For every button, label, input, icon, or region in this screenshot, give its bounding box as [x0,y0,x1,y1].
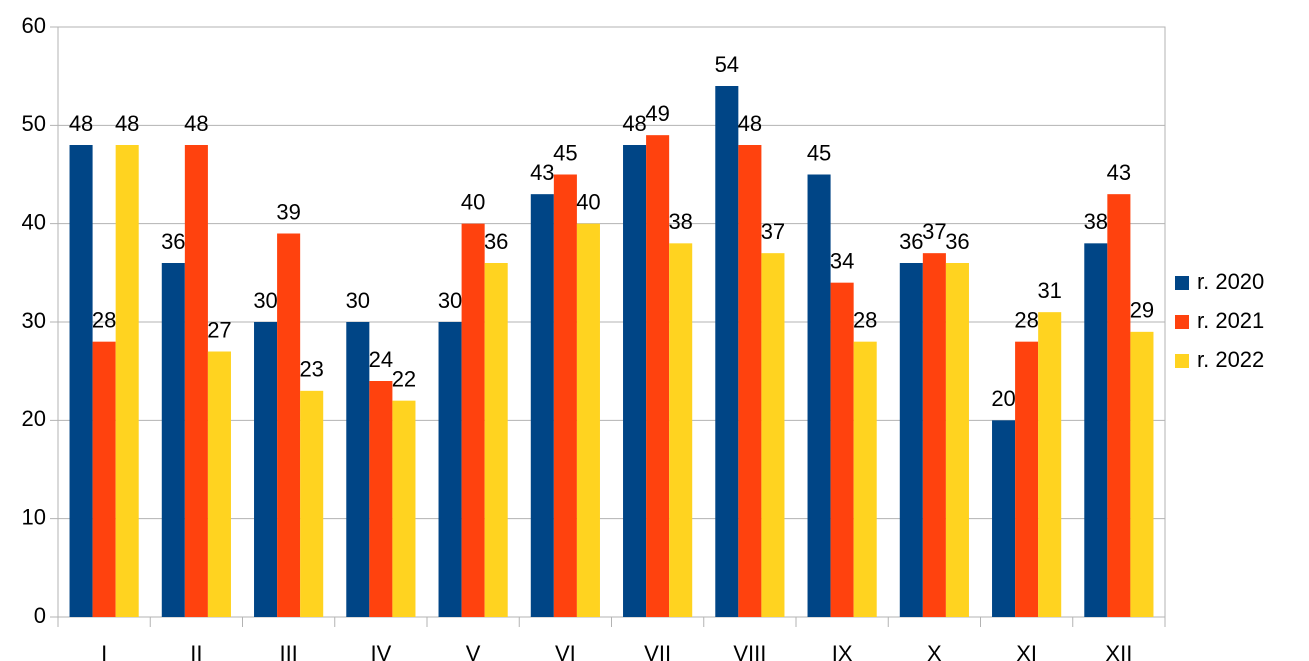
data-label: 38 [1084,209,1108,234]
data-label: 28 [853,307,877,332]
data-label: 29 [1130,298,1154,323]
data-label: 48 [115,111,139,136]
bar [853,341,877,617]
data-label: 38 [668,209,692,234]
bar [922,253,946,617]
bar [369,381,393,617]
x-tick-label: I [101,641,107,661]
data-label: 30 [253,288,277,313]
data-label: 36 [161,229,185,254]
bar [461,223,485,617]
x-tick-label: II [190,641,202,661]
x-tick-label: VIII [733,641,766,661]
x-tick-label: XII [1105,641,1132,661]
bar [715,86,739,617]
bar [1107,194,1131,617]
bar [300,390,324,617]
data-label: 54 [715,52,739,77]
x-tick-label: III [279,641,297,661]
bar [161,263,185,617]
data-label: 45 [807,140,831,165]
bar [115,145,139,617]
y-tick-label: 60 [22,13,46,38]
data-label: 23 [299,357,323,382]
bar [992,420,1016,617]
bar [184,145,208,617]
bar [899,263,923,617]
bar [738,145,762,617]
data-label: 48 [738,111,762,136]
bar [623,145,647,617]
data-label: 48 [184,111,208,136]
bar [346,322,370,617]
bar [254,322,278,617]
y-tick-label: 40 [22,209,46,234]
x-tick-label: IV [370,641,391,661]
data-label: 30 [438,288,462,313]
legend-label: r. 2020 [1197,269,1264,294]
data-label: 20 [991,386,1015,411]
data-label: 36 [899,229,923,254]
bar [669,243,693,618]
legend-label: r. 2021 [1197,308,1264,333]
x-tick-label: VII [644,641,671,661]
x-tick-label: XI [1016,641,1037,661]
bar [807,174,831,617]
legend-label: r. 2022 [1197,347,1264,372]
y-tick-label: 10 [22,504,46,529]
bar [207,351,231,617]
bar [1038,312,1062,617]
legend-swatch [1175,354,1189,368]
data-label: 40 [576,189,600,214]
data-label: 45 [553,140,577,165]
bar [830,282,854,617]
bar [92,341,116,617]
y-tick-label: 0 [34,603,46,628]
data-label: 36 [945,229,969,254]
bar [530,194,554,617]
legend-swatch [1175,315,1189,329]
data-label: 40 [461,189,485,214]
data-label: 49 [645,101,669,126]
x-tick-label: IX [832,641,853,661]
bar [761,253,785,617]
data-label: 37 [922,219,946,244]
data-label: 34 [830,248,854,273]
data-label: 37 [761,219,785,244]
data-label: 28 [92,307,116,332]
data-label: 39 [276,199,300,224]
data-label: 28 [1014,307,1038,332]
x-tick-label: VI [555,641,576,661]
bar [553,174,577,617]
y-tick-label: 50 [22,111,46,136]
y-tick-label: 30 [22,308,46,333]
bar [945,263,969,617]
data-label: 43 [530,160,554,185]
data-label: 43 [1107,160,1131,185]
bar [484,263,508,617]
bar [576,223,600,617]
data-label: 30 [346,288,370,313]
bar [69,145,93,617]
bar [1084,243,1108,618]
x-tick-label: X [927,641,942,661]
bar [1130,331,1154,617]
bar [392,400,416,617]
data-label: 48 [622,111,646,136]
x-tick-label: V [466,641,481,661]
bar [1015,341,1039,617]
data-label: 22 [392,366,416,391]
data-label: 36 [484,229,508,254]
legend-swatch [1175,276,1189,290]
bar [646,135,670,617]
data-label: 27 [207,317,231,342]
bar [277,233,301,617]
bar [438,322,462,617]
data-label: 24 [369,347,393,372]
y-tick-label: 20 [22,406,46,431]
data-label: 31 [1037,278,1061,303]
data-label: 48 [69,111,93,136]
